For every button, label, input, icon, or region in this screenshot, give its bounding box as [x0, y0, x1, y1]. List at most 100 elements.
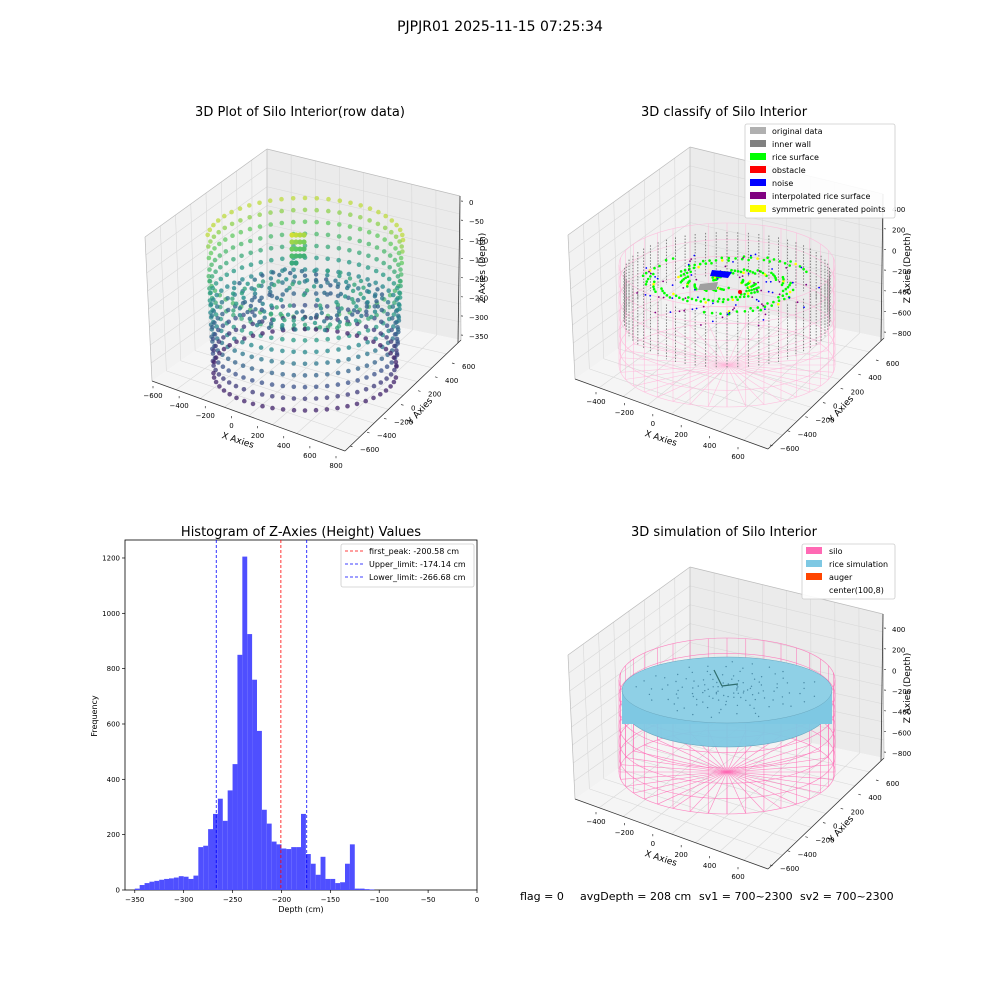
p2-y-tick-label: 400 [868, 374, 881, 382]
histogram-bar [159, 879, 165, 890]
histogram-bar [188, 878, 194, 890]
p2-rice-point [652, 282, 655, 286]
p1-point [262, 315, 267, 320]
panel2-z-ticks: 400 200 0 −200 −400 −600 −800 [883, 206, 911, 338]
panel-classify: 3D classify of Silo Interior −400 −200 0 20… [567, 105, 913, 461]
p2-y-tick-label: −200 [815, 417, 834, 425]
p2-legend-label: symmetric generated points [772, 205, 885, 214]
p1-point [367, 206, 373, 211]
p1-point [301, 246, 307, 252]
p1-y-tick-label: 200 [428, 391, 441, 399]
p1-point [245, 281, 250, 286]
p1-x-tick-label: −400 [170, 402, 189, 410]
p2-noise-point [757, 281, 760, 284]
p4-rice-grain [751, 663, 753, 665]
p1-point [322, 319, 327, 324]
p1-point [328, 322, 333, 327]
p4-rice-grain [753, 707, 755, 709]
p1-z-tick-label: −150 [469, 256, 488, 264]
p2-noise-point [678, 310, 681, 313]
p4-rice-grain [733, 696, 735, 698]
histogram-bar [296, 847, 301, 890]
histogram-bar [217, 798, 223, 890]
p2-silo-spoke [726, 350, 829, 366]
p1-point [324, 407, 330, 412]
p2-y-tick-mark [840, 387, 844, 390]
p2-rice-point [660, 287, 663, 290]
p2-rice-point [747, 295, 750, 298]
p1-point [335, 382, 341, 387]
p1-point [325, 372, 330, 377]
p1-point [213, 312, 219, 317]
p1-point [325, 232, 331, 238]
p1-point [302, 396, 308, 402]
p4-rice-grain [751, 694, 754, 696]
p2-rice-point [731, 298, 735, 302]
box-edge [882, 613, 885, 759]
p1-point [271, 282, 277, 288]
panel2-legend-frame [744, 123, 896, 219]
grid-line [251, 159, 253, 311]
p1-x-tick-label: 800 [329, 462, 342, 470]
p4-rice-grain [716, 681, 718, 684]
p1-point [335, 394, 341, 399]
p2-rice-point [789, 260, 792, 263]
p1-point [279, 196, 284, 202]
p2-noise-point [726, 313, 729, 316]
p1-point [268, 276, 274, 281]
p1-point [322, 290, 327, 295]
p1-point [250, 309, 255, 315]
p2-rice-point [702, 297, 706, 301]
p1-point [206, 255, 212, 261]
p2-y-tick-label: 200 [851, 388, 864, 396]
p2-noise-point [654, 276, 656, 278]
grid-line [674, 157, 676, 309]
histogram-bar [213, 813, 218, 890]
p1-point [392, 257, 398, 263]
p1-point [268, 210, 273, 215]
p1-point [344, 315, 349, 321]
p2-rice-point [699, 300, 703, 303]
p2-noise-point [687, 263, 690, 266]
p1-point [328, 315, 333, 321]
p1-point [364, 363, 370, 369]
p2-rice-point [772, 300, 775, 304]
p2-rice-point [674, 294, 678, 298]
p1-point [249, 354, 254, 360]
p1-y-tick-label: −600 [360, 446, 379, 454]
p2-rice-point [761, 271, 765, 275]
p4-x-tick-label: −200 [615, 829, 634, 837]
histogram-bar [354, 888, 360, 890]
p1-point [324, 304, 330, 309]
p4-rice-grain [788, 692, 791, 694]
p1-point [347, 276, 353, 281]
p1-point [393, 320, 398, 326]
p2-rice-point [750, 291, 753, 295]
p4-silo-spoke [625, 757, 728, 773]
p1-point [267, 292, 272, 297]
p1-point [314, 349, 319, 355]
p1-point [280, 348, 285, 354]
p1-point [238, 229, 244, 235]
p2-rice-point [701, 259, 705, 263]
p2-noise-point [803, 306, 805, 309]
p1-point [293, 246, 299, 252]
grid-line [266, 261, 461, 305]
p2-rice-point [707, 298, 710, 302]
p1-point [365, 265, 371, 270]
p1-point [389, 218, 395, 223]
p4-rice-grain [753, 678, 756, 680]
p1-point [291, 361, 297, 366]
p4-legend-swatch [806, 573, 822, 580]
p4-rice-grain [736, 689, 738, 691]
p1-point [395, 325, 400, 330]
p1-y-tick-mark [434, 376, 438, 378]
p1-point [336, 234, 342, 239]
p1-point [257, 212, 263, 217]
p1-point [280, 407, 286, 412]
p1-point [383, 388, 389, 393]
p1-point [227, 343, 232, 348]
p4-silo-spoke [726, 750, 821, 773]
p2-rice-point [720, 256, 724, 260]
p2-rice-point [770, 271, 773, 275]
